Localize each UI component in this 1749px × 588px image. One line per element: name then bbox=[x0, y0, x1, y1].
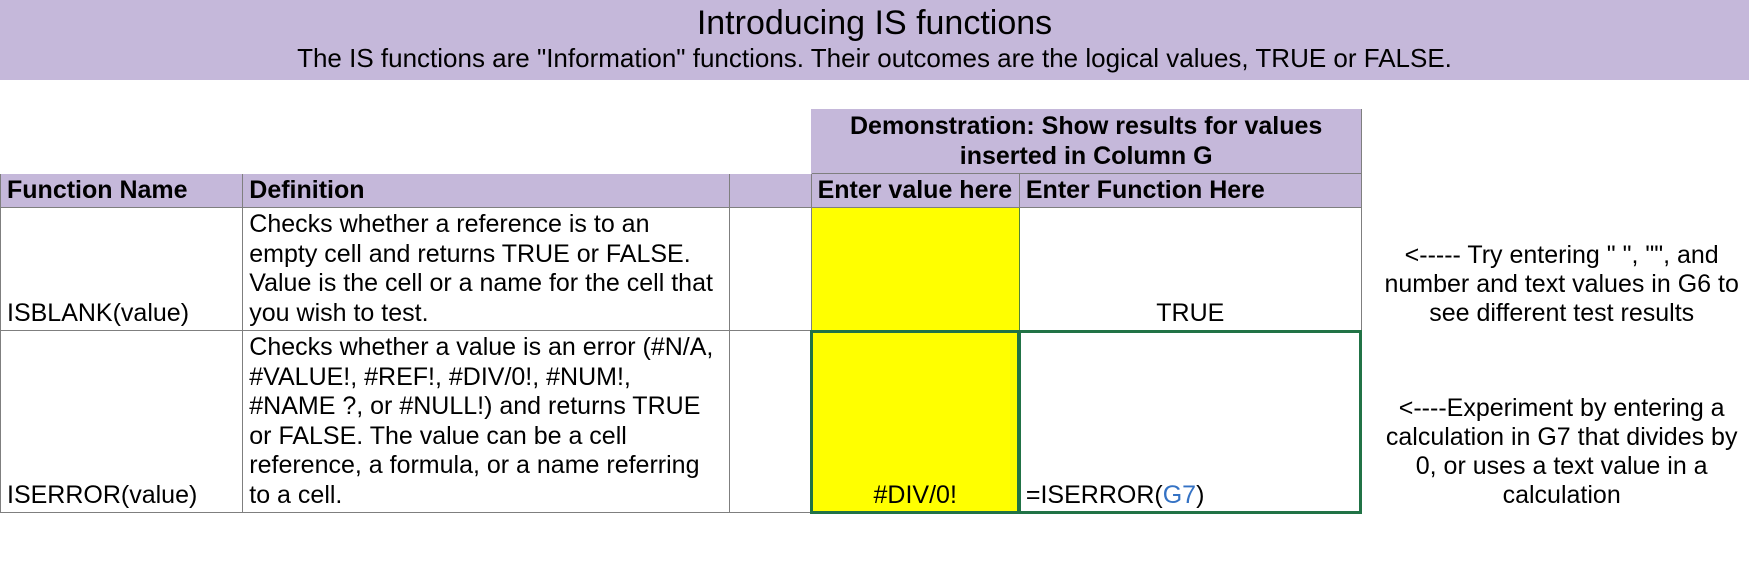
page-title: Introducing IS functions bbox=[0, 4, 1749, 43]
formula-cell-ref: G7 bbox=[1163, 481, 1196, 509]
formula-prefix: =ISERROR( bbox=[1026, 481, 1163, 509]
gap-cell bbox=[1361, 331, 1375, 513]
note-cell[interactable]: <----- Try entering " ", "", and number … bbox=[1375, 208, 1749, 331]
col-function-name: Function Name bbox=[1, 174, 243, 208]
col-definition: Definition bbox=[243, 174, 730, 208]
data-row-isblank: ISBLANK(value) Checks whether a referenc… bbox=[1, 208, 1749, 331]
col-enter-function: Enter Function Here bbox=[1019, 174, 1361, 208]
formula-suffix: ) bbox=[1196, 481, 1204, 509]
demo-header-cell: Demonstration: Show results for values i… bbox=[811, 109, 1361, 174]
worksheet-grid: Demonstration: Show results for values i… bbox=[0, 80, 1749, 513]
spacer-cell[interactable] bbox=[730, 208, 812, 331]
definition-cell[interactable]: Checks whether a value is an error (#N/A… bbox=[243, 331, 730, 513]
result-cell[interactable]: TRUE bbox=[1019, 208, 1361, 331]
title-band: Introducing IS functions The IS function… bbox=[0, 0, 1749, 80]
demo-header-row: Demonstration: Show results for values i… bbox=[1, 109, 1749, 174]
gap-cell bbox=[1361, 208, 1375, 331]
note-cell[interactable]: <----Experiment by entering a calculatio… bbox=[1375, 331, 1749, 513]
col-enter-value: Enter value here bbox=[811, 174, 1019, 208]
enter-value-cell[interactable] bbox=[811, 208, 1019, 331]
definition-cell[interactable]: Checks whether a reference is to an empt… bbox=[243, 208, 730, 331]
data-row-iserror: ISERROR(value) Checks whether a value is… bbox=[1, 331, 1749, 513]
enter-value-cell[interactable]: #DIV/0! bbox=[811, 331, 1019, 513]
spacer-row bbox=[1, 81, 1749, 109]
col-blank bbox=[730, 174, 812, 208]
result-cell-editing[interactable]: =ISERROR(G7) bbox=[1019, 331, 1361, 513]
spacer-cell[interactable] bbox=[730, 331, 812, 513]
fn-name-cell[interactable]: ISERROR(value) bbox=[1, 331, 243, 513]
page-subtitle: The IS functions are "Information" funct… bbox=[0, 43, 1749, 74]
fn-name-cell[interactable]: ISBLANK(value) bbox=[1, 208, 243, 331]
column-header-row: Function Name Definition Enter value her… bbox=[1, 174, 1749, 208]
